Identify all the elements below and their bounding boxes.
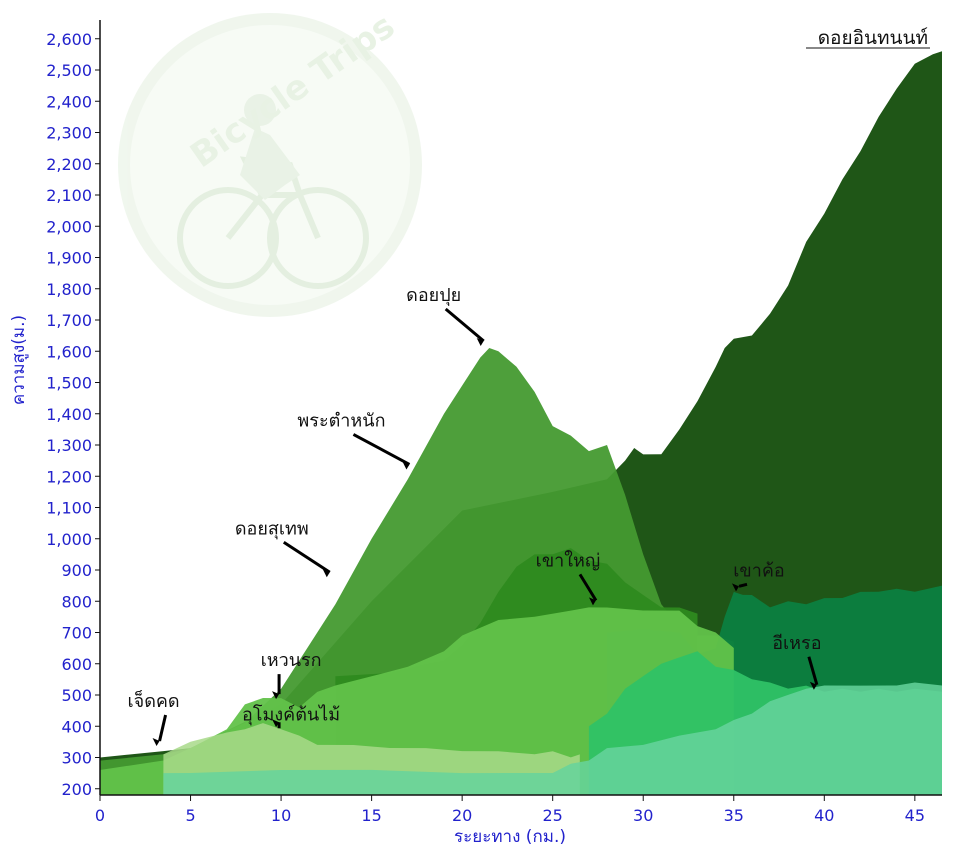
y-tick-label: 1,300 [46,436,92,455]
x-tick-label: 45 [905,806,925,825]
y-tick-label: 1,000 [46,530,92,549]
annotation-arrow [807,656,819,686]
bicycle-trips-watermark: Bicycle Trips [118,6,422,317]
annotation-arrow [352,433,411,466]
x-tick-label: 0 [95,806,105,825]
y-tick-label: 2,200 [46,155,92,174]
annotation-arrow [158,714,168,742]
y-tick-label: 400 [61,717,92,736]
annotation-label: เจ็ดคด [128,689,180,712]
annotation-label: เหวนรก [261,650,322,671]
annotation-label: เขาใหญ่ [536,549,601,571]
annotation-arrow [282,540,331,574]
annotation-label: อีเหรอ [772,633,821,654]
annotation-label: ดอยปุย [406,285,461,306]
annotation-label: เขาค้อ [733,560,784,581]
y-tick-label: 1,900 [46,249,92,268]
x-tick-label: 25 [543,806,563,825]
chart-title: ดอยอินทนนท์ [818,27,928,49]
annotation-arrow [444,307,485,343]
y-tick-label: 1,500 [46,374,92,393]
x-axis-title: ระยะทาง (กม.) [454,827,566,847]
y-tick-label: 2,100 [46,186,92,205]
y-tick-label: 1,800 [46,280,92,299]
annotation-arrow [578,573,598,602]
x-tick-label: 5 [185,806,195,825]
axes-group: 2003004005006007008009001,0001,1001,2001… [46,20,942,825]
y-tick-label: 1,200 [46,467,92,486]
y-tick-label: 1,100 [46,499,92,518]
x-tick-label: 35 [724,806,744,825]
y-tick-label: 800 [61,592,92,611]
rider-body [240,128,300,200]
annotation-arrowhead [809,681,817,690]
annotation-label: อุโมงค์ต้นไม้ [242,703,340,725]
y-tick-label: 200 [61,780,92,799]
area-series-group [100,51,942,796]
annotation-arrowhead [272,691,280,700]
annotation-arrow [738,582,748,588]
x-tick-label: 15 [361,806,381,825]
annotation-arrowhead [732,583,740,592]
annotation-arrowhead [402,461,410,470]
rider-head [244,94,276,126]
annotation-label: พระตำหนัก [297,410,385,431]
area-series-8 [163,682,942,795]
x-tick-label: 20 [452,806,472,825]
annotation-arrowhead [322,569,330,578]
x-tick-label: 30 [633,806,653,825]
annotation-label: ดอยสุเทพ [235,518,309,539]
y-tick-label: 2,600 [46,30,92,49]
y-tick-label: 2,300 [46,124,92,143]
annotation-arrowhead [476,338,484,346]
x-tick-label: 40 [814,806,834,825]
x-tick-label: 10 [271,806,291,825]
y-tick-label: 600 [61,655,92,674]
y-tick-label: 1,400 [46,405,92,424]
annotation-arrowhead [272,719,280,728]
y-tick-label: 1,700 [46,311,92,330]
y-tick-label: 500 [61,686,92,705]
y-tick-label: 2,400 [46,92,92,111]
y-tick-label: 900 [61,561,92,580]
annotation-arrowhead [588,597,596,606]
y-tick-label: 2,500 [46,61,92,80]
y-tick-label: 700 [61,624,92,643]
bike-wheel-front [267,187,369,289]
annotation-arrowhead [152,738,160,746]
y-tick-label: 1,600 [46,342,92,361]
y-axis-title: ความสูง(ม.) [9,315,29,405]
bike-wheel-back [177,187,279,289]
y-tick-label: 2,000 [46,217,92,236]
y-tick-label: 300 [61,749,92,768]
